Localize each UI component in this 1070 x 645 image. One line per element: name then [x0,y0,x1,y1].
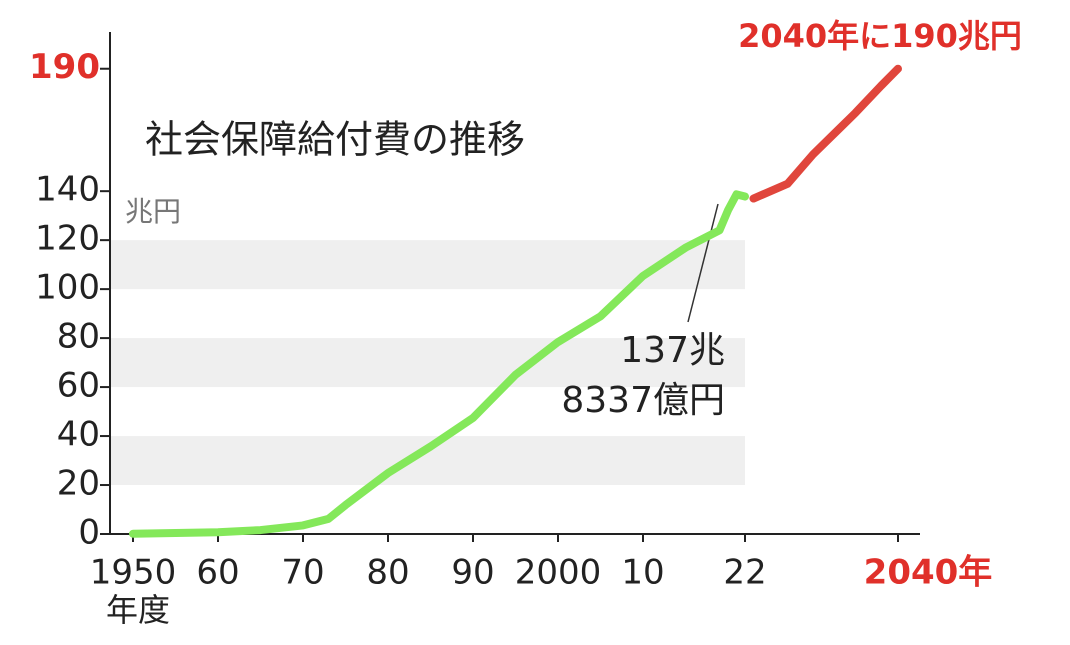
y-tick-label: 0 [78,513,100,553]
x-tick-label: 10 [621,553,664,593]
chart-title: 社会保障給付費の推移 [145,118,525,162]
x-tick-label: 2040年 [864,553,993,593]
x-tick-label: 1950 [90,553,177,593]
grid-band [110,436,745,486]
grid-band [110,240,745,290]
data-line [129,190,749,538]
data-line [749,64,902,203]
y-tick-label: 100 [35,268,100,308]
y-tick-label: 120 [35,219,100,259]
headline: 2040年に190兆円 [738,17,1022,55]
x-tick-label: 70 [281,553,324,593]
y-tick-label: 40 [57,415,100,455]
y-tick-label: 20 [57,464,100,504]
x-tick-label: 22 [723,553,766,593]
x-tick-label: 90 [451,553,494,593]
x-tick-label: 2000 [515,553,602,593]
x-axis-label: 年度 [106,591,170,629]
y-tick-label: 80 [57,317,100,357]
callout-text: 8337億円 [561,380,725,421]
callout-text: 137兆 [620,330,725,371]
y-tick-label: 140 [35,170,100,210]
x-tick-label: 60 [196,553,239,593]
y-unit: 兆円 [125,195,181,228]
y-tick-label: 190 [29,47,100,87]
callout-line [687,203,719,323]
grid-band [110,338,745,388]
x-tick-label: 80 [366,553,409,593]
y-tick-label: 60 [57,366,100,406]
